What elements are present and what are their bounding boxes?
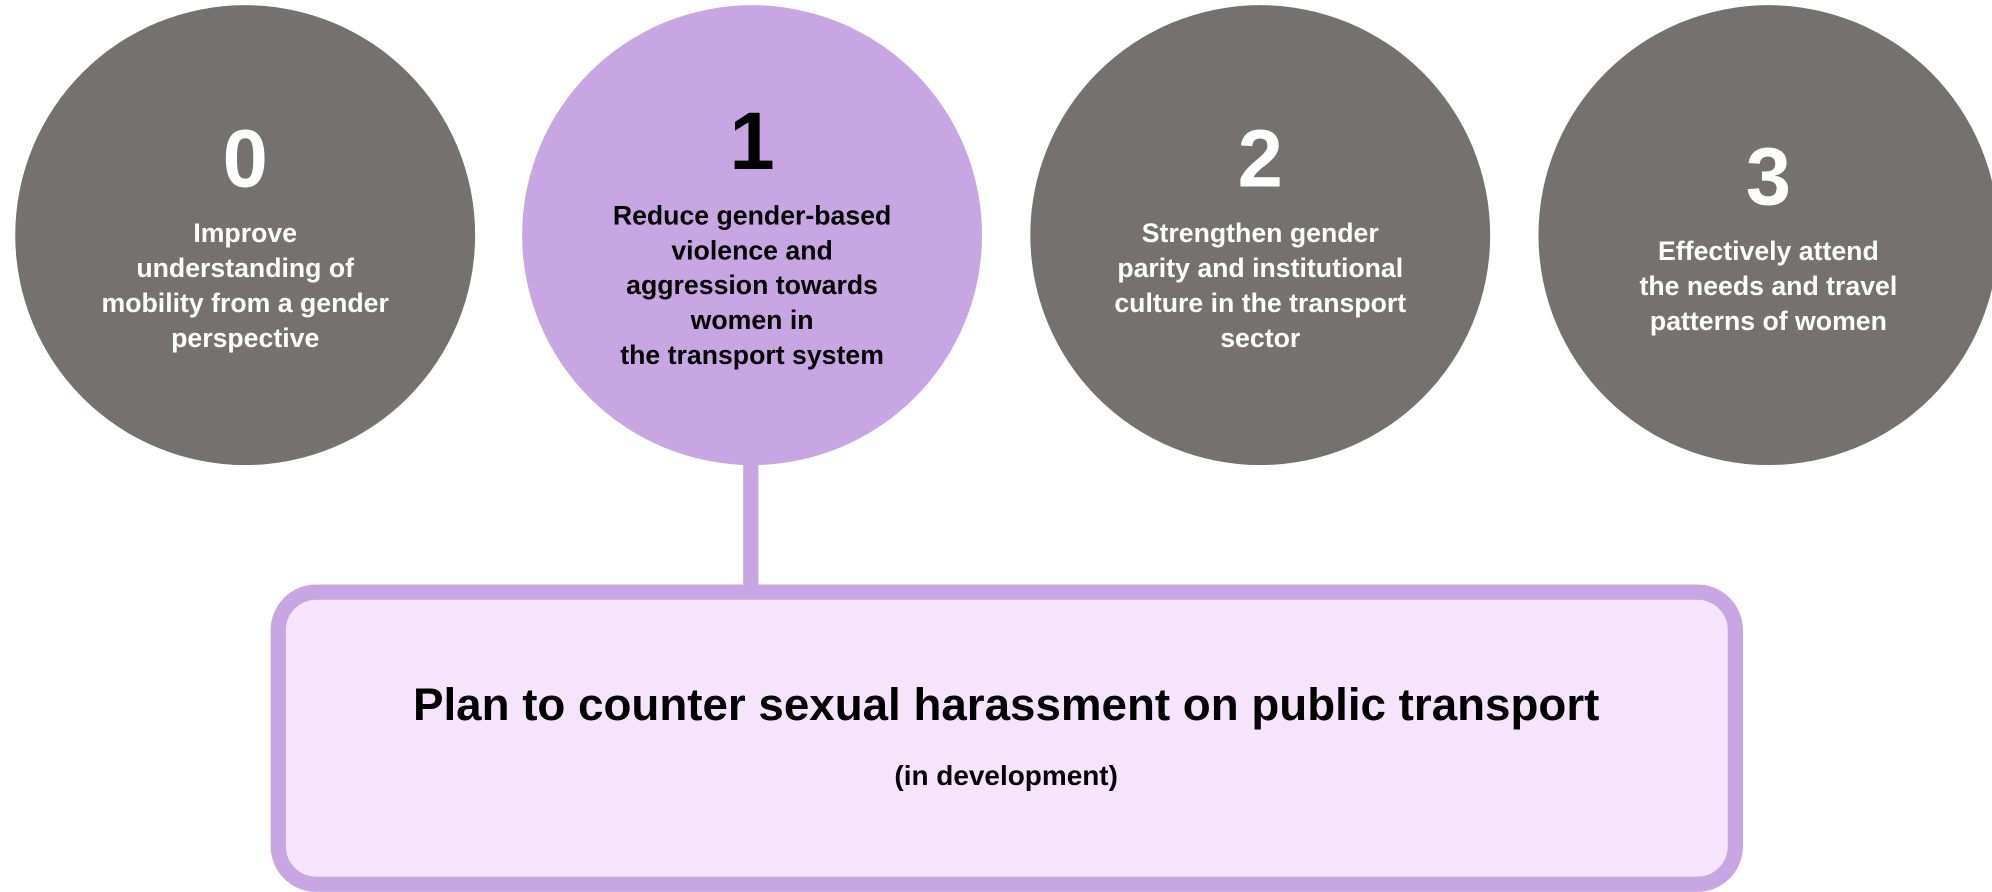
goal-text: sector [1220, 323, 1300, 353]
goal-circle [1538, 5, 1992, 465]
goal-text: parity and institutional [1117, 253, 1403, 283]
goal-text: violence and [671, 235, 832, 265]
goal-text: understanding of [136, 253, 354, 283]
goal-number: 1 [729, 96, 774, 187]
plan-box [270, 584, 1743, 892]
goal-text: culture in the transport [1114, 288, 1406, 318]
plan-title: Plan to counter sexual harassment on pub… [413, 679, 1599, 730]
goal-number: 2 [1238, 114, 1283, 205]
goal-text: the transport system [620, 340, 884, 370]
goal-text: the needs and travel [1640, 271, 1898, 301]
goal-text: Improve [193, 218, 297, 248]
goal-circle [522, 5, 983, 466]
goal-circle [1030, 5, 1491, 466]
plan-subtitle: (in development) [894, 760, 1118, 791]
goal-text: perspective [171, 323, 319, 353]
goal-text: Strengthen gender [1142, 218, 1379, 248]
goal-text: Effectively attend [1658, 236, 1879, 266]
goal-text: Reduce gender-based [613, 200, 892, 230]
goal-number: 0 [223, 114, 268, 205]
goal-circle [15, 5, 476, 466]
goal-text: women in [690, 305, 814, 335]
goal-text: mobility from a gender [102, 288, 389, 318]
nodes: 0 Improve understanding of mobility from a … [15, 5, 1992, 466]
goal-text: aggression towards [626, 270, 878, 300]
goal-text: patterns of women [1650, 306, 1887, 336]
goal-number: 3 [1746, 131, 1791, 222]
